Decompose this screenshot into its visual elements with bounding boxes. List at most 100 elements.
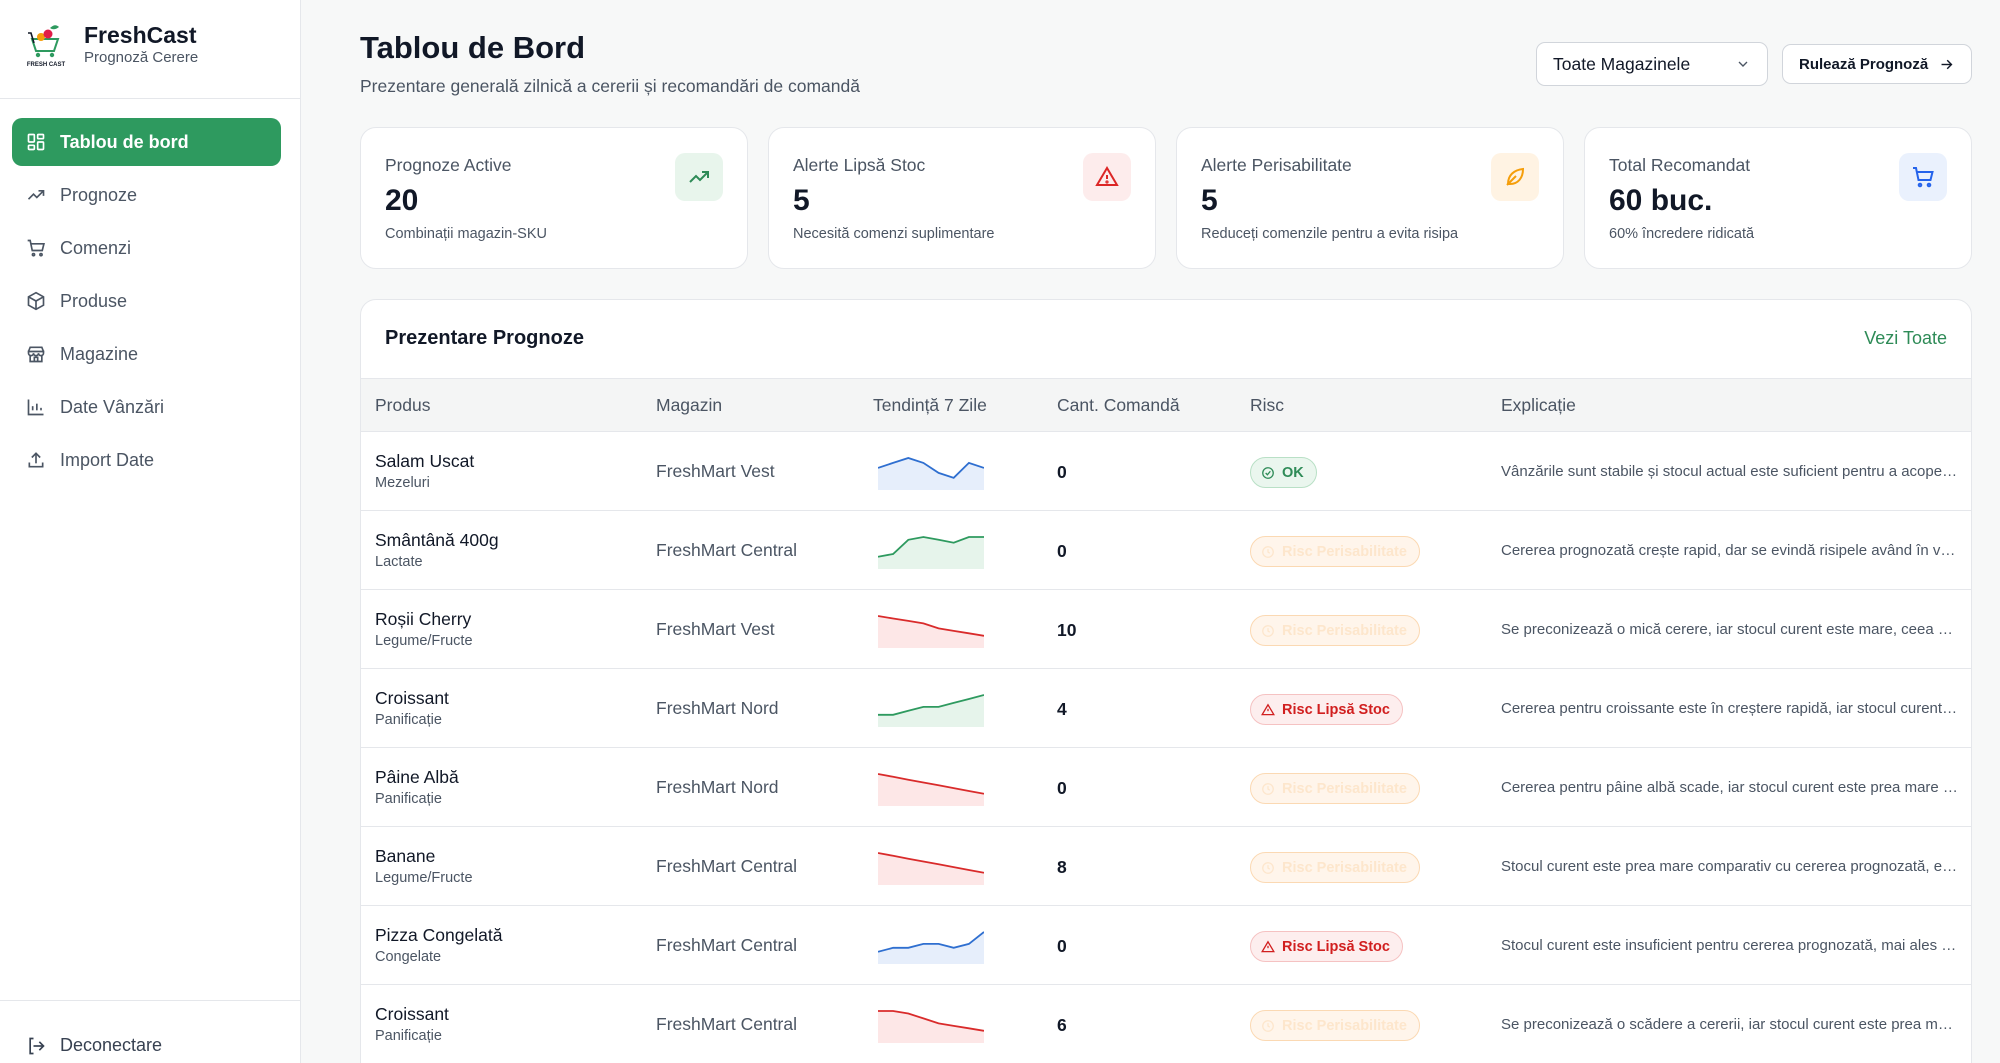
risk-badge: OK [1250,457,1317,488]
order-quantity: 8 [1057,857,1067,877]
page-subtitle: Prezentare generală zilnică a cererii și… [360,76,860,96]
store-name: FreshMart Central [656,856,798,876]
store-select-value: Toate Magazinele [1553,53,1691,74]
svg-text:FRESH CAST: FRESH CAST [27,62,66,68]
trend-sparkline [878,536,984,569]
sidebar-item-dashboard[interactable]: Tablou de bord [12,118,281,166]
product-name: Pizza Congelată [375,925,503,945]
risk-badge: Risc Lipsă Stoc [1250,931,1403,962]
clock-icon [1261,624,1282,638]
explanation-text: Se preconizează o mică cerere, iar stocu… [1501,621,1959,638]
order-quantity: 10 [1057,620,1077,640]
table-row[interactable]: Smântână 400g Lactate FreshMart Central 0 Ri… [361,512,1971,590]
product-name: Roșii Cherry [375,609,472,629]
sidebar-item-stores[interactable]: Magazine [12,330,281,378]
brand-name: FreshCast [84,22,197,48]
product-category: Mezeluri [375,475,430,491]
table-row[interactable]: Croissant Panificație FreshMart Nord 4 Risc … [361,670,1971,748]
store-select[interactable]: Toate Magazinele [1536,42,1768,86]
order-quantity: 6 [1057,1015,1067,1035]
cart-icon [1899,153,1947,201]
table-row[interactable]: Croissant Panificație FreshMart Central 6 Ri… [361,986,1971,1063]
product-name: Banane [375,846,436,866]
product-name: Smântână 400g [375,530,499,550]
logout-label: Deconectare [60,1035,163,1055]
table-row[interactable]: Pizza Congelată Congelate FreshMart Centra… [361,907,1971,985]
alert-icon [1261,702,1282,717]
stat-card-stockout-alerts: Alerte Lipsă Stoc 5 Necesită comenzi sup… [768,127,1156,269]
sidebar-item-label: Date Vânzări [60,396,165,417]
trend-sparkline [878,457,984,490]
trend-sparkline [878,852,984,885]
order-quantity: 0 [1057,778,1067,798]
leaf-icon [1491,153,1539,201]
trend-sparkline [878,615,984,648]
explanation-text: Cererea pentru croissante este în crește… [1501,700,1959,717]
package-icon [26,291,46,311]
risk-badge: Risc Lipsă Stoc [1250,694,1403,725]
sparkline-area [878,537,984,569]
store-name: FreshMart Nord [656,777,779,797]
sparkline-area [878,458,984,490]
risk-label: Risc Lipsă Stoc [1282,938,1390,955]
sidebar-item-products[interactable]: Produse [12,277,281,325]
stat-label: Total Recomandat [1609,155,1751,175]
store-name: FreshMart Nord [656,698,779,718]
product-category: Legume/Fructe [375,870,473,886]
panel-title: Prezentare Prognoze [385,327,584,349]
run-forecast-button[interactable]: Rulează Prognoză [1782,44,1972,84]
sparkline-line [878,852,984,874]
explanation-text: Cererea prognozată crește rapid, dar se … [1501,542,1959,559]
alert-icon [1083,153,1131,201]
product-category: Panificație [375,1028,442,1044]
trend-sparkline [878,931,984,964]
table-row[interactable]: Salam Uscat Mezeluri FreshMart Vest 0 OK Vânz… [361,433,1971,511]
arrow-right-icon [1941,59,1953,70]
risk-label: Risc Perisabilitate [1282,859,1407,876]
column-header-explanation[interactable]: Explicație [1501,395,1576,415]
logout-button[interactable]: Deconectare [26,1035,162,1056]
table-row[interactable]: Roșii Cherry Legume/Fructe FreshMart Vest 1… [361,591,1971,669]
sidebar-item-forecasts[interactable]: Prognoze [12,171,281,219]
stat-note: Reduceți comenzile pentru a evita risipa [1201,226,1459,242]
sidebar-item-label: Comenzi [60,237,132,258]
product-category: Panificație [375,791,442,807]
brand: FRESH CAST FreshCast Prognoză Cerere [0,0,300,99]
risk-badge: Risc Perisabilitate [1250,615,1420,646]
table-row[interactable]: Pâine Albă Panificație FreshMart Nord 0 Risc… [361,749,1971,827]
sparkline-line [878,773,984,795]
risk-badge: Risc Perisabilitate [1250,773,1420,804]
sidebar-item-import[interactable]: Import Date [12,436,281,484]
risk-badge: Risc Perisabilitate [1250,536,1420,567]
column-header-risk[interactable]: Risc [1250,395,1285,415]
sidebar-item-sales-data[interactable]: Date Vânzări [12,383,281,431]
explanation-text: Stocul curent este prea mare comparativ … [1501,858,1959,875]
clock-icon [1261,782,1282,796]
sidebar-item-orders[interactable]: Comenzi [12,224,281,272]
explanation-text: Vânzările sunt stabile și stocul actual … [1501,463,1959,480]
column-header-trend[interactable]: Tendință 7 Zile [873,395,987,415]
sparkline-line [878,615,984,637]
risk-label: Risc Lipsă Stoc [1282,701,1390,718]
store-name: FreshMart Central [656,540,798,560]
risk-badge: Risc Perisabilitate [1250,1010,1420,1041]
risk-label: OK [1282,464,1304,481]
store-name: FreshMart Vest [656,619,775,639]
forecast-panel: Prezentare Prognoze Vezi Toate Produs Ma… [360,299,1972,1063]
column-header-qty[interactable]: Cant. Comandă [1057,395,1180,415]
sparkline-line [878,931,984,953]
sidebar: FRESH CAST FreshCast Prognoză Cerere Tab… [0,0,301,1063]
view-all-link[interactable]: Vezi Toate [1864,328,1947,348]
product-name: Pâine Albă [375,767,459,787]
risk-label: Risc Perisabilitate [1282,622,1407,639]
column-header-store[interactable]: Magazin [656,395,723,415]
stat-value: 5 [1201,184,1218,217]
cart-icon [26,238,46,258]
column-header-product[interactable]: Produs [375,395,431,415]
explanation-text: Cererea pentru pâine albă scade, iar sto… [1501,779,1959,796]
sidebar-item-label: Prognoze [60,184,138,205]
sparkline-area [878,774,984,806]
stat-value: 60 buc. [1609,184,1713,217]
table-row[interactable]: Banane Legume/Fructe FreshMart Central 8 Ris… [361,828,1971,906]
sidebar-item-label: Import Date [60,449,155,470]
